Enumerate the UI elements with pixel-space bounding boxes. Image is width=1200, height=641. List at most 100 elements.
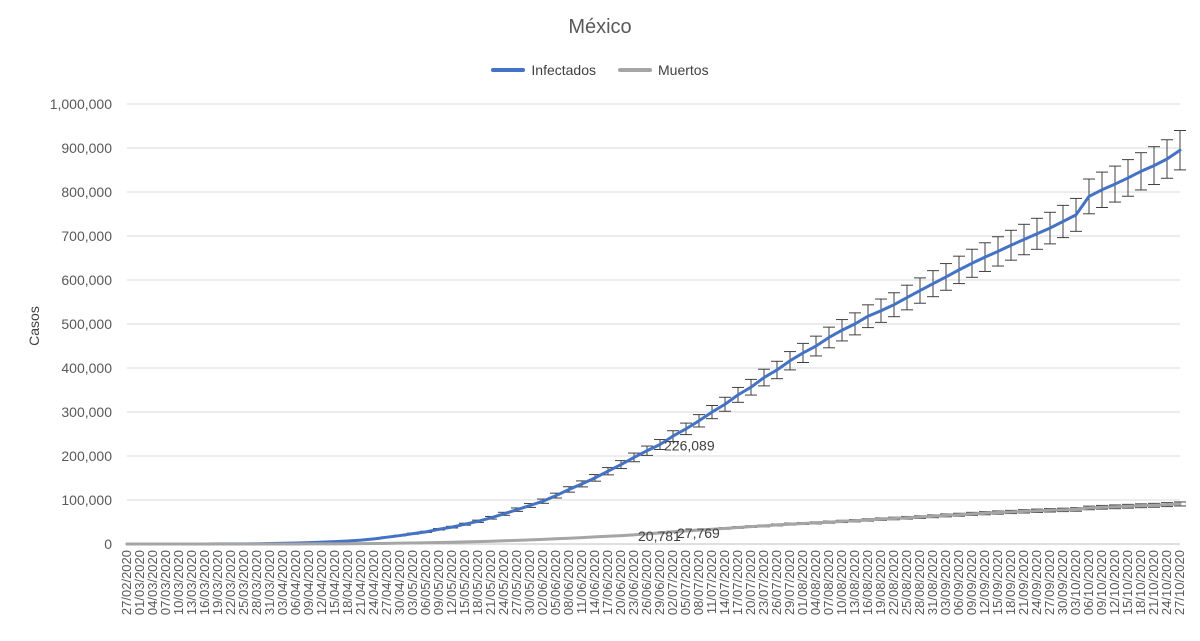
y-tick-label: 1,000,000 (50, 96, 112, 112)
chart-title: México (568, 16, 632, 38)
x-tick-label: 18/10/2020 (1133, 550, 1148, 615)
legend-label-muertos: Muertos (658, 62, 709, 78)
legend-label-infectados: Infectados (531, 62, 597, 78)
x-tick-label: 25/08/2020 (899, 550, 914, 615)
x-tick-label: 28/03/2020 (249, 550, 264, 615)
x-tick-label: 27/04/2020 (379, 550, 394, 615)
x-tick-label: 12/04/2020 (314, 550, 329, 615)
x-tick-label: 26/06/2020 (639, 550, 654, 615)
x-tick-label: 17/06/2020 (600, 550, 615, 615)
x-tick-label: 13/08/2020 (847, 550, 862, 615)
data-label: 27,769 (677, 525, 720, 541)
x-tick-label: 31/03/2020 (262, 550, 277, 615)
x-tick-label: 11/06/2020 (574, 550, 589, 614)
x-tick-label: 09/05/2020 (431, 550, 446, 615)
x-tick-label: 30/04/2020 (392, 550, 407, 615)
x-tick-label: 20/07/2020 (743, 550, 758, 615)
x-tick-label: 08/07/2020 (691, 550, 706, 615)
x-tick-label: 25/03/2020 (236, 550, 251, 615)
x-tick-label: 21/10/2020 (1146, 550, 1161, 615)
x-tick-label: 27/05/2020 (509, 550, 524, 615)
x-tick-label: 15/09/2020 (990, 550, 1005, 615)
x-tick-label: 09/10/2020 (1094, 550, 1109, 615)
x-tick-label: 13/03/2020 (184, 550, 199, 615)
x-tick-label: 07/08/2020 (821, 550, 836, 615)
x-tick-label: 16/08/2020 (860, 550, 875, 615)
y-tick-label: 300,000 (61, 404, 112, 420)
y-tick-label: 500,000 (61, 316, 112, 332)
x-tick-label: 14/06/2020 (587, 550, 602, 615)
x-tick-label: 01/03/2020 (132, 550, 147, 615)
x-tick-label: 24/09/2020 (1029, 550, 1044, 615)
y-tick-label: 0 (104, 536, 112, 552)
x-tick-label: 18/09/2020 (1003, 550, 1018, 615)
x-tick-label: 12/10/2020 (1107, 550, 1122, 615)
x-tick-label: 02/07/2020 (665, 550, 680, 615)
x-tick-label: 05/07/2020 (678, 550, 693, 615)
x-tick-label: 06/05/2020 (418, 550, 433, 615)
x-tick-label: 08/06/2020 (561, 550, 576, 615)
series-line-muertos (125, 502, 1182, 546)
series-line-infectados (125, 148, 1182, 546)
x-tick-label: 12/05/2020 (444, 550, 459, 615)
x-tick-label: 10/03/2020 (171, 550, 186, 615)
x-tick-label: 14/07/2020 (717, 550, 732, 615)
x-tick-label: 21/05/2020 (483, 550, 498, 615)
y-tick-label: 800,000 (61, 184, 112, 200)
data-label: 20,781 (638, 528, 681, 544)
y-tick-label: 200,000 (61, 448, 112, 464)
x-tick-label: 07/03/2020 (158, 550, 173, 615)
x-tick-label: 27/09/2020 (1042, 550, 1057, 615)
x-tick-label: 21/09/2020 (1016, 550, 1031, 615)
x-tick-label: 15/04/2020 (327, 550, 342, 615)
x-tick-label: 02/06/2020 (535, 550, 550, 615)
x-tick-label: 03/09/2020 (938, 550, 953, 615)
x-tick-label: 06/09/2020 (951, 550, 966, 615)
x-tick-label: 27/02/2020 (119, 550, 134, 615)
x-tick-label: 24/10/2020 (1159, 550, 1174, 615)
x-tick-label: 19/03/2020 (210, 550, 225, 615)
x-tick-label: 31/08/2020 (925, 550, 940, 615)
x-tick-label: 06/10/2020 (1081, 550, 1096, 615)
y-tick-label: 900,000 (61, 140, 112, 156)
x-tick-label: 24/05/2020 (496, 550, 511, 615)
x-tick-label: 19/08/2020 (873, 550, 888, 615)
x-tick-label: 30/09/2020 (1055, 550, 1070, 615)
legend-swatch-infectados (491, 68, 526, 72)
y-tick-label: 400,000 (61, 360, 112, 376)
x-tick-label: 29/06/2020 (652, 550, 667, 615)
legend-item-infectados: Infectados (491, 62, 596, 78)
x-tick-label: 20/06/2020 (613, 550, 628, 615)
x-tick-label: 22/03/2020 (223, 550, 238, 615)
x-tick-label: 11/07/2020 (704, 550, 719, 614)
x-tick-label: 05/06/2020 (548, 550, 563, 615)
x-tick-label: 09/04/2020 (301, 550, 316, 615)
x-tick-label: 04/08/2020 (808, 550, 823, 615)
x-tick-label: 06/04/2020 (288, 550, 303, 615)
x-tick-label: 15/10/2020 (1120, 550, 1135, 615)
legend-item-muertos: Muertos (618, 62, 709, 78)
x-tick-label: 12/09/2020 (977, 550, 992, 615)
x-tick-label: 24/04/2020 (366, 550, 381, 615)
x-tick-label: 27/10/2020 (1172, 550, 1187, 615)
x-tick-label: 23/06/2020 (626, 550, 641, 615)
y-tick-label: 600,000 (61, 272, 112, 288)
x-tick-label: 22/08/2020 (886, 550, 901, 615)
x-tick-label: 16/03/2020 (197, 550, 212, 615)
y-tick-label: 700,000 (61, 228, 112, 244)
x-tick-label: 04/03/2020 (145, 550, 160, 615)
chart-legend: Infectados Muertos (0, 62, 1200, 78)
x-tick-label: 03/10/2020 (1068, 550, 1083, 615)
y-tick-label: 100,000 (61, 492, 112, 508)
x-tick-label: 18/04/2020 (340, 550, 355, 615)
x-tick-label: 23/07/2020 (756, 550, 771, 615)
x-tick-label: 15/05/2020 (457, 550, 472, 615)
x-tick-label: 30/05/2020 (522, 550, 537, 615)
x-tick-label: 10/08/2020 (834, 550, 849, 615)
data-label: 226,089 (664, 438, 715, 454)
x-tick-label: 29/07/2020 (782, 550, 797, 615)
x-tick-label: 26/07/2020 (769, 550, 784, 615)
x-tick-label: 09/09/2020 (964, 550, 979, 615)
